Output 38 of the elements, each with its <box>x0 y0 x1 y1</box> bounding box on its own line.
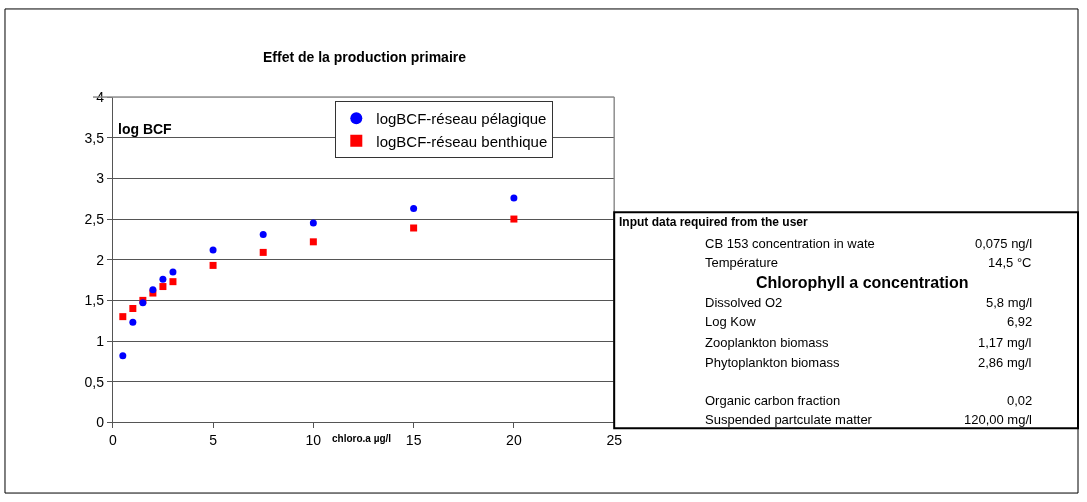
text: 0,075 ng/l <box>975 236 1033 251</box>
text: Chlorophyll a concentration <box>756 274 969 291</box>
text: 14,5 °C <box>988 255 1032 270</box>
chart-title: Effet de la production primaire <box>263 49 467 65</box>
text: Dissolved O2 <box>705 295 783 310</box>
y-tick-label: 1,5 <box>84 292 105 309</box>
y-tick-label: 2 <box>96 251 105 268</box>
y-tick-label: 4 <box>96 88 105 105</box>
text: 5,8 mg/l <box>986 295 1033 310</box>
text: CB 153 concentration in wate <box>705 236 875 251</box>
text: 120,00 mg/l <box>964 412 1033 427</box>
y-tick-label: 0 <box>96 414 105 431</box>
y-axis-title: log BCF <box>118 121 173 137</box>
text: Log Kow <box>705 314 757 329</box>
text: 2,86 mg/l <box>978 355 1032 370</box>
legend-label: logBCF-réseau pélagique <box>376 110 547 128</box>
text: Zooplankton biomass <box>705 335 830 350</box>
x-axis-title: chloro.a µg/l <box>332 433 392 444</box>
x-tick-label: 15 <box>405 432 422 449</box>
y-tick-label: 3 <box>96 170 105 187</box>
y-tick-label: 3,5 <box>84 129 105 146</box>
x-tick-label: 5 <box>209 432 218 449</box>
x-tick-label: 0 <box>108 432 117 449</box>
text: Organic carbon fraction <box>705 393 841 408</box>
y-tick-label: 0,5 <box>84 373 105 390</box>
text: Input data required from the user <box>619 215 809 229</box>
x-tick-label: 20 <box>506 432 522 449</box>
text: Phytoplankton biomass <box>705 355 840 370</box>
y-tick-label: 2,5 <box>84 210 105 227</box>
x-tick-label: 25 <box>606 432 623 449</box>
legend-label: logBCF-réseau benthique <box>376 132 548 150</box>
y-tick-label: 1 <box>96 332 105 349</box>
text: 6,92 <box>1007 314 1033 329</box>
text: 0,02 <box>1007 393 1033 408</box>
text: Suspended partculate matter <box>705 412 873 427</box>
x-tick-label: 10 <box>305 432 322 449</box>
text: Température <box>705 255 778 270</box>
text: 1,17 mg/l <box>978 335 1032 350</box>
